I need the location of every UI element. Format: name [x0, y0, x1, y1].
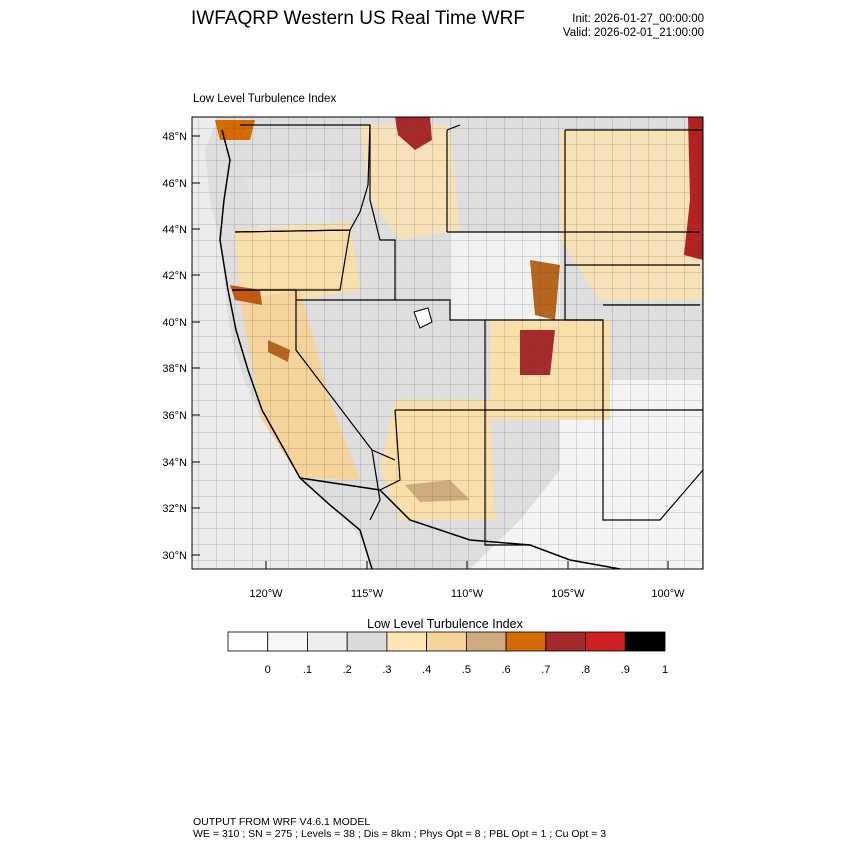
lat-label: 44°N: [162, 224, 187, 236]
lat-label: 38°N: [162, 363, 187, 375]
great-salt-lake: [413, 307, 433, 329]
lon-labels: 120°W 115°W 110°W 105°W 100°W: [249, 588, 685, 600]
lat-label: 42°N: [162, 270, 187, 282]
lat-label: 36°N: [162, 410, 187, 422]
lon-label: 115°W: [351, 588, 384, 600]
lon-label: 110°W: [451, 588, 484, 600]
colorbar-tick-label: .6: [501, 664, 510, 676]
colorbar-box: [545, 631, 586, 652]
colorbar-tick-labels: 0 .1 .2 .3 .4 .5 .6 .7 .8 .9 1: [265, 664, 668, 676]
colorbar-box: [307, 631, 348, 652]
colorbar-box: [227, 631, 269, 652]
colorbar-box: [346, 631, 388, 652]
map-field: [192, 117, 703, 569]
colorbar-box: [624, 631, 666, 652]
colorbar-title: Low Level Turbulence Index: [367, 617, 523, 631]
map-frame: [191, 116, 704, 570]
map-field-label: Low Level Turbulence Index: [193, 93, 337, 105]
colorbar-box: [386, 631, 428, 652]
init-time: Init: 2026-01-27_00:00:00: [572, 13, 704, 25]
lon-label: 120°W: [249, 588, 283, 600]
lat-labels: 48°N 46°N 44°N 42°N 40°N 38°N 36°N 34°N …: [162, 131, 187, 562]
colorbar-tick-label: .4: [422, 664, 431, 676]
colorbar: 0 .1 .2 .3 .4 .5 .6 .7 .8 .9 1: [227, 631, 668, 676]
colorbar-box: [505, 631, 547, 652]
lat-label: 30°N: [162, 550, 187, 562]
colorbar-box: [267, 631, 308, 652]
colorbar-box: [585, 631, 626, 652]
colorbar-tick-label: .8: [581, 664, 590, 676]
state-borders: [232, 124, 703, 546]
footer-model-line: OUTPUT FROM WRF V4.6.1 MODEL: [193, 816, 371, 828]
colorbar-tick-label: 0: [265, 664, 271, 676]
colorbar-tick-label: .3: [382, 664, 391, 676]
lon-label: 100°W: [651, 588, 685, 600]
lat-label: 48°N: [162, 131, 187, 143]
colorbar-tick-label: .5: [462, 664, 471, 676]
lat-label: 46°N: [162, 178, 187, 190]
turbulence-map: 48°N 46°N 44°N 42°N 40°N 38°N 36°N 34°N …: [162, 116, 704, 600]
lat-label: 32°N: [162, 503, 187, 515]
lon-ticks: [265, 561, 669, 569]
colorbar-tick-label: 1: [662, 664, 668, 676]
lat-label: 40°N: [162, 317, 187, 329]
lon-label: 105°W: [551, 588, 585, 600]
colorbar-tick-label: .7: [541, 664, 550, 676]
lat-label: 34°N: [162, 457, 187, 469]
plot-title: IWFAQRP Western US Real Time WRF: [191, 8, 525, 29]
colorbar-tick-label: .2: [343, 664, 352, 676]
colorbar-box: [426, 631, 467, 652]
colorbar-boxes: [227, 631, 666, 652]
coastline: [219, 129, 373, 569]
mexico-border: [299, 477, 621, 569]
lat-ticks: [192, 135, 200, 556]
colorbar-box: [465, 631, 507, 652]
colorbar-tick-label: .9: [621, 664, 630, 676]
valid-time: Valid: 2026-02-01_21:00:00: [562, 27, 704, 39]
footer-config-line: WE = 310 ; SN = 275 ; Levels = 38 ; Dis …: [193, 828, 607, 840]
colorbar-tick-label: .1: [303, 664, 312, 676]
